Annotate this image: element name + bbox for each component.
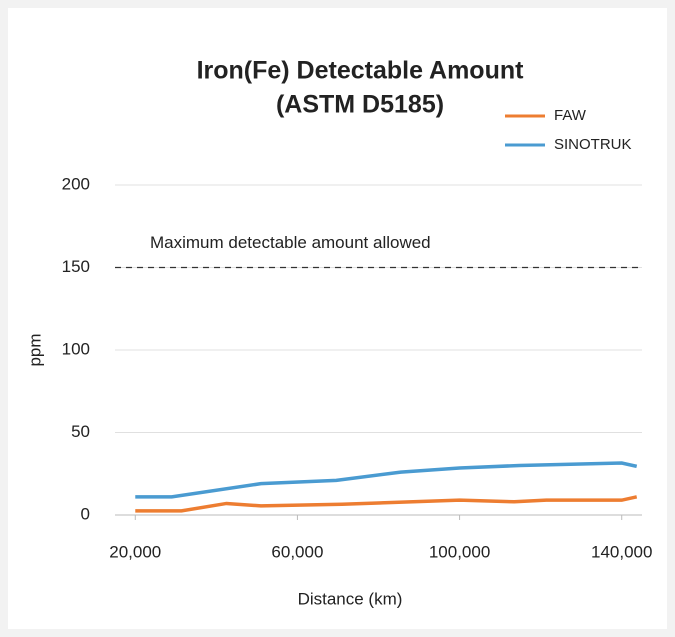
legend-label: FAW [554, 107, 587, 124]
y-tick-label: 200 [62, 174, 90, 193]
y-tick-label: 100 [62, 339, 90, 358]
reference-label: Maximum detectable amount allowed [150, 233, 431, 252]
chart-title: Iron(Fe) Detectable Amount [197, 57, 525, 85]
x-tick-label: 20,000 [109, 542, 161, 561]
y-tick-label: 0 [81, 504, 90, 523]
legend-label: SINOTRUK [554, 136, 632, 153]
x-tick-label: 100,000 [429, 542, 490, 561]
y-axis-label: ppm [25, 333, 44, 366]
x-tick-label: 60,000 [271, 542, 323, 561]
series-line [135, 495, 638, 513]
chart-title: (ASTM D5185) [276, 91, 444, 119]
y-tick-label: 150 [62, 257, 90, 276]
x-tick-label: 140,000 [591, 542, 652, 561]
chart-panel [8, 8, 667, 629]
series-line [135, 461, 638, 499]
y-tick-label: 50 [71, 422, 90, 441]
x-axis-label: Distance (km) [298, 589, 403, 608]
